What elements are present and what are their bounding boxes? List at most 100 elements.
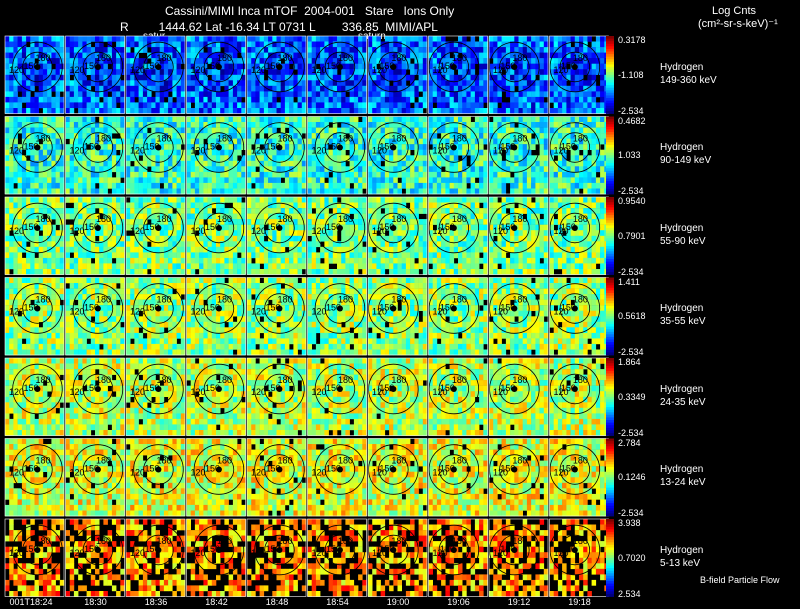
heatmap-cell [186,230,191,236]
heatmap-cell [380,138,386,145]
heatmap-cell [26,246,31,253]
heatmap-cell [453,188,459,195]
heatmap-cell [297,149,303,156]
heatmap-cell [595,155,601,162]
heatmap-cell [65,155,70,162]
heatmap-cell [51,263,56,270]
heatmap-cell [180,241,186,248]
heatmap-cell [307,69,312,75]
heatmap-cell [462,177,467,184]
heatmap-cell [579,155,584,162]
heatmap-cell [549,52,554,59]
heatmap-cell [130,182,135,189]
heatmap-cell [59,202,65,209]
heatmap-cell [526,188,532,195]
heatmap-cell [570,188,576,195]
heatmap-cell [255,171,260,178]
heatmap-cell [268,91,273,98]
heatmap-cell [207,246,213,253]
heatmap-cell [216,197,221,203]
heatmap-cell [263,257,269,264]
heatmap-cell [168,96,173,103]
heatmap-cell [168,208,173,214]
heatmap-cell [522,69,528,75]
heatmap-cell [163,74,169,81]
heatmap-cell [251,80,256,87]
heatmap-cell [216,202,221,209]
heatmap-cell [449,138,455,145]
heatmap-cell [107,144,113,150]
heatmap-cell [203,133,208,139]
heatmap-cell [207,80,213,87]
heatmap-cell [194,47,200,53]
heatmap-cell [232,197,238,203]
heatmap-cell [449,41,455,48]
heatmap-cell [483,166,488,173]
heatmap-cell [362,96,367,103]
heatmap-cell [168,230,173,236]
heatmap-cell [535,52,540,59]
heatmap-cell [337,41,342,48]
heatmap-cell [134,47,139,53]
heatmap-cell [539,41,545,48]
heatmap-cell [228,108,234,114]
heatmap-cell [543,52,549,59]
heatmap-cell [595,47,601,53]
heatmap-cell [130,144,135,150]
heatmap-cell [311,116,317,123]
heatmap-cell [172,257,177,264]
heatmap-cell [389,74,394,81]
heatmap-cell [510,133,515,139]
heatmap-cell [353,155,359,162]
heatmap-cell [297,91,303,98]
heatmap-cell [26,160,31,167]
heatmap-cell [489,133,494,139]
heatmap-cell [574,138,580,145]
heatmap-cell [449,133,455,139]
heatmap-cell [591,177,597,184]
heatmap-cell [51,74,56,81]
heatmap-cell [30,63,35,70]
heatmap-cell [176,133,182,139]
heatmap-cell [168,149,173,156]
heatmap-cell [216,69,221,75]
heatmap-cell [107,58,113,64]
heatmap-cell [232,133,238,139]
heatmap-cell [311,257,317,264]
heatmap-cell [142,41,148,48]
heatmap-cell [297,133,303,139]
heatmap-cell [142,166,148,173]
heatmap-cell [445,122,450,128]
heatmap-cell [186,197,191,203]
heatmap-cell [251,74,256,81]
heatmap-cell [190,122,196,128]
heatmap-cell [116,241,121,248]
heatmap-cell [583,188,588,195]
heatmap-cell [151,213,156,220]
heatmap-cell [332,188,338,195]
heatmap-cell [280,69,286,75]
heatmap-cell [30,149,35,156]
heatmap-cell [21,213,27,220]
heatmap-cell [418,36,424,42]
heatmap-cell [155,108,160,114]
heatmap-cell [474,41,480,48]
heatmap-cell [9,166,14,173]
heatmap-cell [453,80,459,87]
heatmap-cell [78,188,83,195]
heatmap-cell [583,160,588,167]
heatmap-cell [358,149,363,156]
heatmap-cell [332,155,338,162]
contour-ring [82,132,114,163]
heatmap-cell [130,102,135,109]
heatmap-cell [255,41,260,48]
heatmap-cell [69,166,75,173]
heatmap-cell [397,80,402,87]
heatmap-cell [207,230,213,236]
heatmap-cell [194,224,200,231]
heatmap-cell [42,241,48,248]
heatmap-cell [199,182,204,189]
heatmap-cell [570,149,576,156]
heatmap-cell [531,47,536,53]
